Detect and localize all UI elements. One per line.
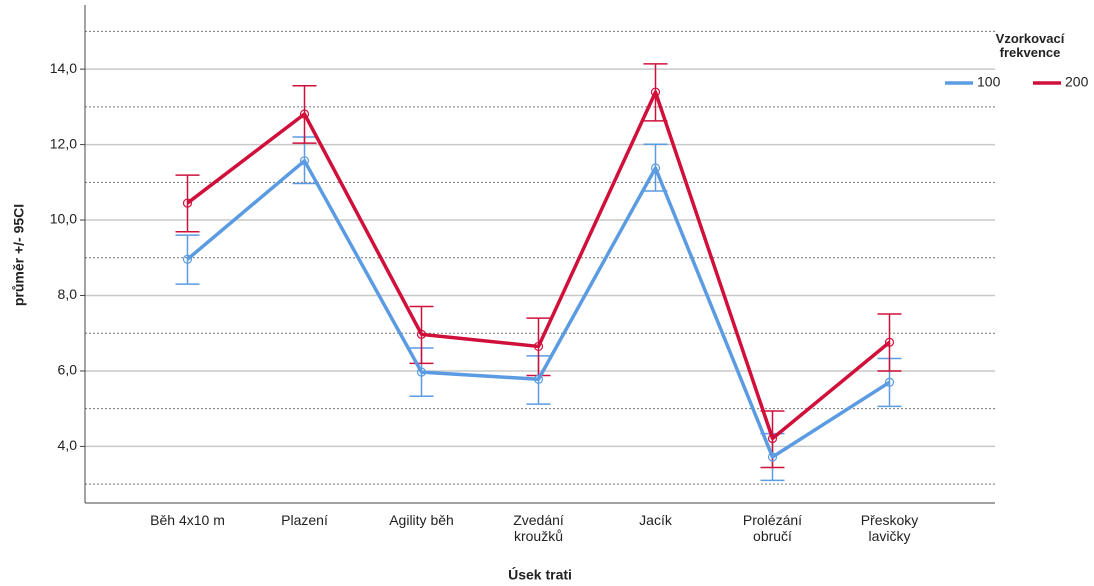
series-line	[186, 90, 891, 441]
x-tick-label: Agility běh	[389, 512, 454, 528]
y-tick-label: 8,0	[58, 286, 78, 302]
point-marker	[767, 433, 778, 444]
point-marker	[650, 163, 661, 173]
y-tick-label: 6,0	[58, 362, 78, 378]
point-marker	[182, 198, 193, 208]
y-tick-label: 10,0	[50, 211, 77, 227]
point-marker	[767, 452, 778, 462]
point-marker	[416, 329, 427, 339]
y-tick-label: 12,0	[50, 135, 77, 151]
x-tick-label: Přeskoky lavičky	[860, 512, 919, 544]
legend-label: 200	[1065, 74, 1089, 90]
point-marker	[650, 87, 661, 97]
error-bar	[175, 234, 200, 285]
point-marker	[299, 109, 310, 119]
point-marker	[182, 254, 193, 264]
legend-title: Vzorkovací frekvence	[995, 31, 1065, 60]
point-marker	[884, 337, 895, 347]
x-tick-label: Plazení	[281, 512, 328, 528]
y-tick-label: 4,0	[58, 437, 78, 453]
series-line	[186, 159, 891, 459]
x-tick-label: Zvedání kroužků	[513, 512, 564, 544]
x-tick-label: Prolézání obručí	[742, 512, 803, 544]
x-tick-label: Jacík	[639, 512, 672, 528]
x-tick-label: Běh 4x10 m	[150, 512, 225, 528]
y-tick-label: 14,0	[50, 60, 77, 76]
point-marker	[533, 374, 544, 384]
x-axis-title: Úsek trati	[508, 566, 572, 583]
legend-label: 100	[977, 74, 1001, 90]
point-marker	[299, 156, 310, 166]
error-bar	[175, 174, 200, 233]
y-axis-title: průměr +/- 95CI	[11, 204, 27, 306]
point-marker	[533, 341, 544, 352]
point-marker	[416, 367, 427, 377]
point-marker	[884, 377, 895, 387]
